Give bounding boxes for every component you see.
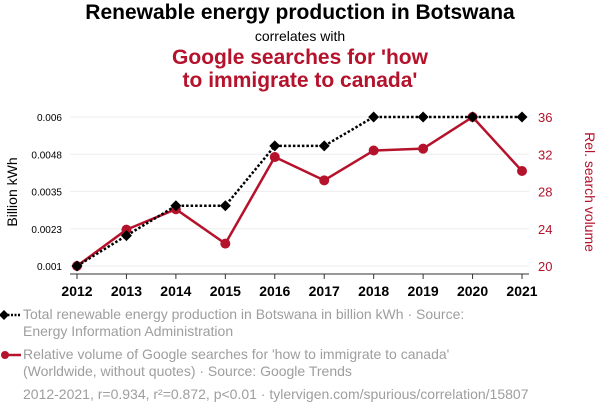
data-point xyxy=(269,152,280,163)
x-tick-label: 2012 xyxy=(61,283,92,299)
legend-item-google-searches: Relative volume of Google searches for '… xyxy=(1,346,450,379)
y-right-tick-label: 36 xyxy=(538,110,552,125)
x-tick-label: 2013 xyxy=(111,283,142,299)
data-point xyxy=(170,200,182,212)
data-point xyxy=(269,140,281,152)
secondary-title-line2: to immigrate to canada' xyxy=(182,69,418,92)
x-tick-label: 2019 xyxy=(408,283,439,299)
y-left-tick-label: 0.001 xyxy=(37,262,62,273)
data-point xyxy=(418,143,429,154)
y-left-axis-ticks: 0.001 0.0023 0.0035 0.0048 0.006 xyxy=(31,113,62,273)
data-point xyxy=(368,145,379,156)
legend-text-line1: Total renewable energy production in Bot… xyxy=(23,306,465,322)
legend-text-line1: Relative volume of Google searches for '… xyxy=(23,346,450,362)
chart-connector-text: correlates with xyxy=(254,28,346,44)
y-right-axis-ticks: 20 24 28 32 36 xyxy=(538,110,552,274)
dotted-line-diamond-icon xyxy=(0,310,21,320)
x-tick-label: 2017 xyxy=(309,283,340,299)
solid-line-circle-icon xyxy=(1,351,21,359)
data-point xyxy=(516,111,528,123)
data-point xyxy=(368,111,380,123)
data-point xyxy=(121,224,132,235)
y-right-tick-label: 24 xyxy=(538,222,552,237)
data-point xyxy=(71,260,83,272)
x-tick-label: 2021 xyxy=(506,283,537,299)
data-point xyxy=(120,230,132,242)
data-point xyxy=(220,238,231,249)
x-tick-label: 2016 xyxy=(259,283,290,299)
data-point xyxy=(219,200,231,212)
data-point xyxy=(517,166,527,177)
legend-text-line2: Energy Information Administration xyxy=(23,322,234,339)
y-left-tick-label: 0.0048 xyxy=(31,150,62,161)
x-tick-label: 2014 xyxy=(160,283,191,299)
series-renewable-energy xyxy=(71,111,528,272)
y-right-tick-label: 32 xyxy=(538,147,552,162)
chart-title: Renewable energy production in Botswana xyxy=(85,1,515,24)
legend-text-line2: (Worldwide, without quotes) · Source: Go… xyxy=(23,362,352,379)
data-point xyxy=(467,111,479,123)
y-right-tick-label: 28 xyxy=(538,185,552,200)
secondary-title-line1: Google searches for 'how xyxy=(172,46,428,69)
legend-item-renewable-energy: Total renewable energy production in Bot… xyxy=(0,306,465,339)
y-right-axis-label: Rel. search volume xyxy=(582,132,598,252)
y-left-tick-label: 0.0023 xyxy=(31,225,62,236)
x-tick-label: 2015 xyxy=(210,283,241,299)
data-point xyxy=(318,140,330,152)
x-tick-label: 2020 xyxy=(457,283,488,299)
gridlines xyxy=(70,116,529,267)
x-axis-ticks: 2012 2013 2014 2015 2016 2017 2018 2019 2020 2021 xyxy=(61,274,538,299)
chart-secondary-title: Google searches for 'how to immigrate to… xyxy=(0,46,600,92)
series-line xyxy=(76,115,522,268)
data-point xyxy=(319,175,330,186)
y-right-tick-label: 20 xyxy=(538,259,552,274)
y-left-tick-label: 0.006 xyxy=(37,113,62,124)
y-left-axis-label: Billion kWh xyxy=(4,157,20,226)
x-tick-label: 2018 xyxy=(358,283,389,299)
chart-footer: 2012-2021, r=0.934, r²=0.872, p<0.01 · t… xyxy=(23,386,529,402)
y-left-tick-label: 0.0035 xyxy=(31,188,62,199)
data-point xyxy=(417,111,429,123)
